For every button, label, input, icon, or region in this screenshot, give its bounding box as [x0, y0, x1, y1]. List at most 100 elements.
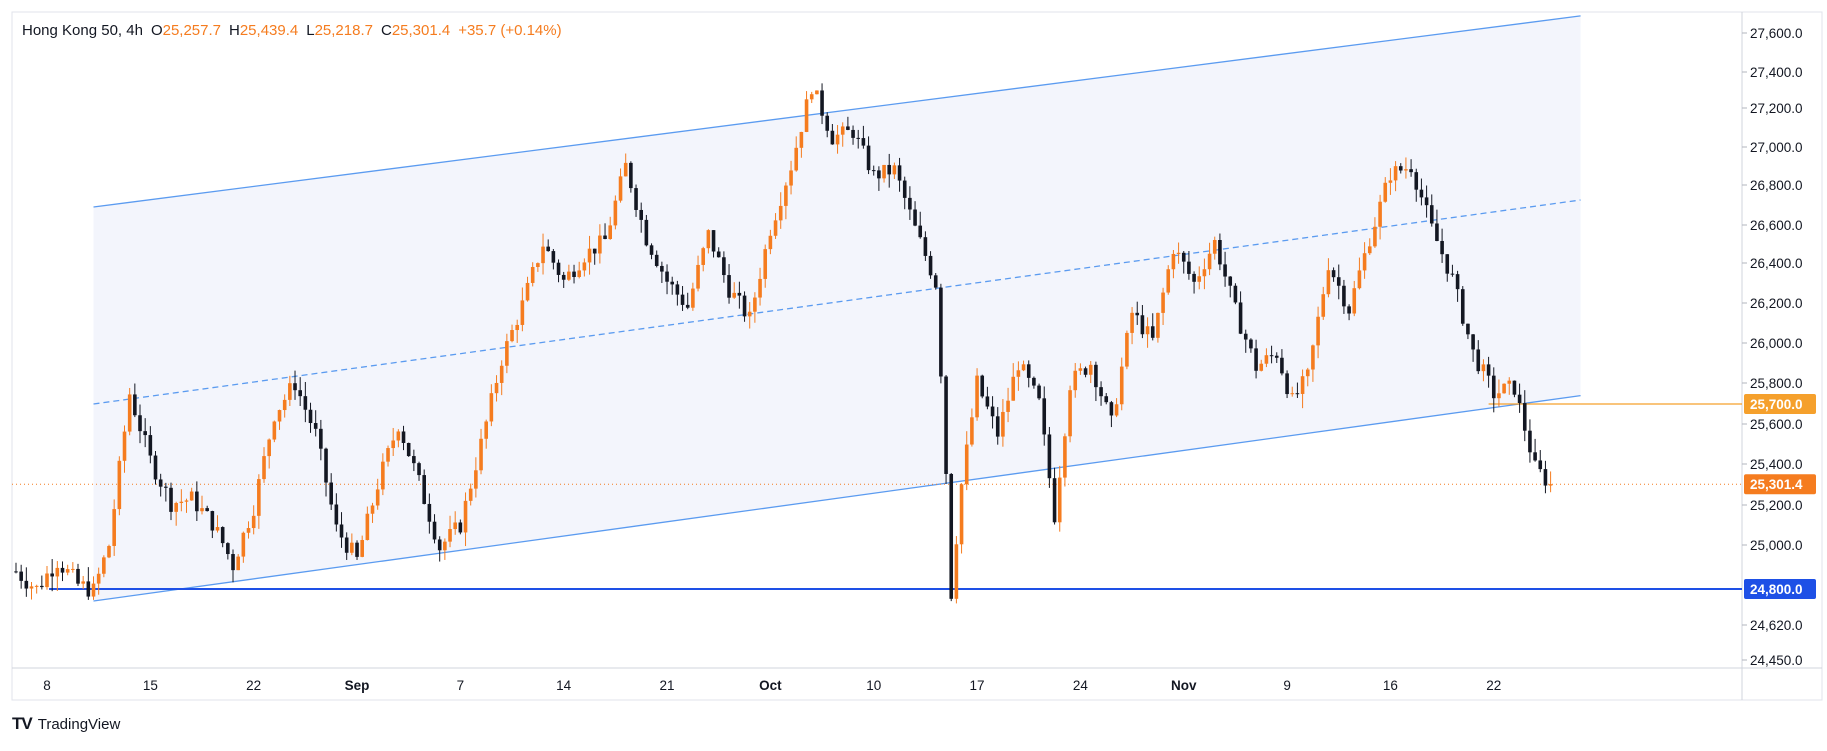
candle: [913, 201, 917, 227]
candle-body: [1414, 172, 1419, 190]
candle-body: [1285, 373, 1289, 395]
candle: [892, 162, 897, 179]
candle-body: [582, 262, 587, 271]
x-tick-label: 7: [457, 678, 465, 693]
candle: [1502, 383, 1506, 394]
candle: [835, 125, 840, 154]
price-axis[interactable]: 27,600.0 27,400.0 27,200.0 27,000.0 26,800.0…: [1742, 26, 1803, 668]
candle-body: [706, 230, 711, 249]
candle: [727, 264, 731, 304]
candle: [220, 526, 225, 548]
candle-body: [1280, 357, 1284, 374]
candle-body: [784, 185, 788, 206]
channel-upper-line[interactable]: [93, 15, 1581, 208]
candle-body: [231, 554, 235, 571]
candle: [19, 564, 23, 589]
candle: [1429, 194, 1434, 227]
candle-body: [443, 541, 447, 551]
candle: [830, 124, 835, 145]
candle: [1290, 386, 1295, 397]
tradingview-brand[interactable]: TV TradingView: [12, 714, 120, 734]
candle: [1187, 251, 1191, 280]
time-axis[interactable]: 8 15 22 Sep 7 14 21 Oct 10 17 24 Nov 9 16 22: [43, 678, 1501, 693]
candle-body: [809, 94, 814, 100]
candle-body: [1207, 253, 1212, 270]
candle: [236, 554, 240, 571]
candle-body: [1460, 289, 1465, 324]
candle: [1455, 270, 1460, 302]
y-tick-label: 24,620.0: [1750, 618, 1803, 633]
candle: [1419, 178, 1424, 206]
x-tick-label: Nov: [1171, 678, 1197, 693]
candle: [102, 555, 106, 578]
candle-body: [1047, 434, 1052, 479]
candle-body: [417, 463, 421, 476]
candle-body: [458, 522, 463, 533]
trend-channel[interactable]: [93, 15, 1581, 602]
candle-body: [654, 254, 659, 266]
candle-body: [313, 423, 318, 429]
channel-lower-line[interactable]: [93, 394, 1581, 602]
candle-body: [1228, 276, 1233, 286]
candle-body: [220, 527, 225, 544]
candle: [815, 90, 819, 95]
candle: [1011, 363, 1016, 401]
candle: [1021, 360, 1026, 372]
candle-body: [618, 176, 623, 201]
candle: [623, 153, 628, 177]
candle-body: [288, 383, 292, 400]
candle: [561, 271, 566, 288]
candle-body: [753, 297, 757, 312]
candle: [551, 248, 556, 270]
candle: [231, 549, 235, 583]
candle: [1280, 349, 1284, 376]
candle: [613, 195, 618, 230]
candle-body: [272, 421, 277, 440]
candle: [923, 231, 928, 261]
candle-body: [722, 257, 726, 276]
candle-body: [1150, 326, 1155, 338]
candle: [339, 512, 344, 548]
candle-body: [1145, 326, 1150, 335]
candle-body: [60, 567, 65, 573]
candle-body: [1440, 240, 1444, 255]
horizontal-levels[interactable]: [12, 403, 1742, 590]
candle-body: [1533, 452, 1537, 461]
candle-body: [908, 197, 912, 210]
candle-body: [1259, 363, 1264, 371]
candle-body: [1471, 334, 1475, 350]
candle-body: [1347, 306, 1351, 314]
candle: [246, 521, 251, 539]
candle: [1223, 251, 1227, 287]
candle: [985, 386, 990, 410]
candle: [1119, 357, 1124, 411]
ohlc-header: Hong Kong 50, 4h O 25,257.7 H 25,439.4 L 25…: [22, 22, 562, 39]
channel-middle-line[interactable]: [93, 199, 1581, 405]
candle: [122, 425, 127, 473]
candle: [412, 449, 416, 472]
x-tick-label: 21: [660, 678, 675, 693]
candle: [443, 538, 447, 560]
candle-body: [1073, 370, 1078, 391]
candle: [1156, 312, 1160, 343]
candle: [91, 576, 96, 600]
candle: [1264, 348, 1269, 368]
candle-body: [675, 284, 680, 295]
candle-body: [649, 245, 654, 255]
low-label: L: [306, 22, 315, 39]
candle-body: [763, 249, 768, 279]
candle-body: [262, 456, 266, 480]
candle-body: [1378, 201, 1382, 227]
symbol-title[interactable]: Hong Kong 50, 4h: [22, 22, 143, 39]
candle-body: [1362, 253, 1367, 271]
candle-body: [892, 165, 897, 175]
candle-body: [949, 473, 954, 599]
candle-body: [970, 417, 974, 445]
candle: [696, 255, 700, 292]
candles: [14, 83, 1553, 604]
candle-body: [81, 581, 85, 584]
candle-body: [375, 489, 380, 506]
candle: [716, 247, 721, 258]
candle-body: [923, 237, 928, 256]
